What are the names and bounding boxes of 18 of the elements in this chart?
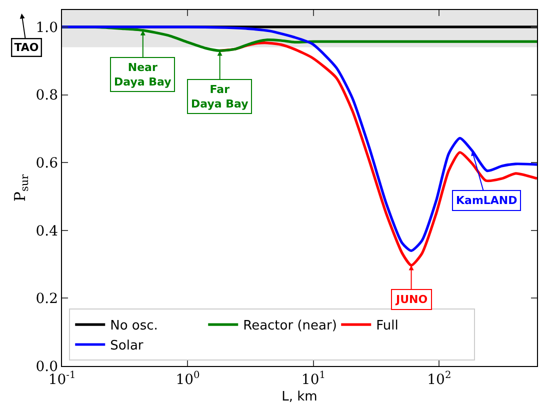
legend-label: Full xyxy=(376,318,398,334)
y-tick-label: 1.0 xyxy=(36,20,58,36)
x-tick-label: 10$^{0}$ xyxy=(176,370,200,388)
y-tick-label: 0.4 xyxy=(36,223,58,240)
text: TAO xyxy=(14,41,39,54)
annotation: KamLAND xyxy=(456,194,518,207)
legend-label: No osc. xyxy=(110,318,158,334)
x-tick-label: 10$^{2}$ xyxy=(427,370,452,388)
x-axis-title: L, km xyxy=(282,390,318,404)
legend-label: Solar xyxy=(110,338,144,354)
annotation: Far Daya Bay xyxy=(191,83,248,110)
annotation: Near Daya Bay xyxy=(114,61,172,88)
y-tick-label: 0.6 xyxy=(36,155,58,172)
x-tick-label: 10$^{1}$ xyxy=(301,370,326,388)
y-tick-label: 0.8 xyxy=(36,88,58,104)
annotation: JUNO xyxy=(395,293,428,306)
y-tick-label: 0.2 xyxy=(36,291,58,308)
legend-label: Reactor (near) xyxy=(243,318,337,334)
